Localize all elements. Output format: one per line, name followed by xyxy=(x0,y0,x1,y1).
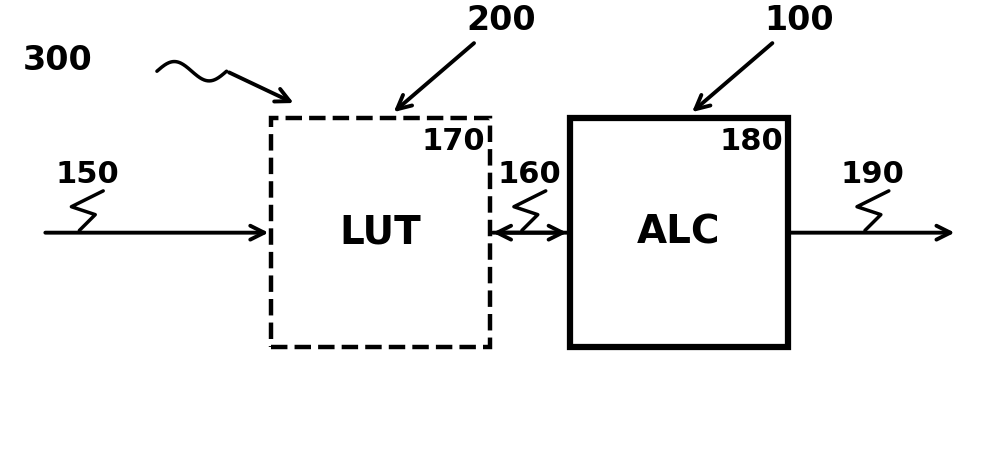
Text: 160: 160 xyxy=(498,160,562,189)
Text: 150: 150 xyxy=(55,160,119,189)
Text: 170: 170 xyxy=(421,127,485,156)
Text: LUT: LUT xyxy=(340,214,422,252)
Text: 100: 100 xyxy=(765,4,834,37)
Bar xyxy=(570,118,788,347)
Text: 200: 200 xyxy=(466,4,536,37)
Bar xyxy=(271,118,490,347)
Text: 180: 180 xyxy=(720,127,783,156)
Text: 190: 190 xyxy=(841,160,905,189)
Text: 300: 300 xyxy=(23,44,92,77)
Text: ALC: ALC xyxy=(637,214,721,252)
